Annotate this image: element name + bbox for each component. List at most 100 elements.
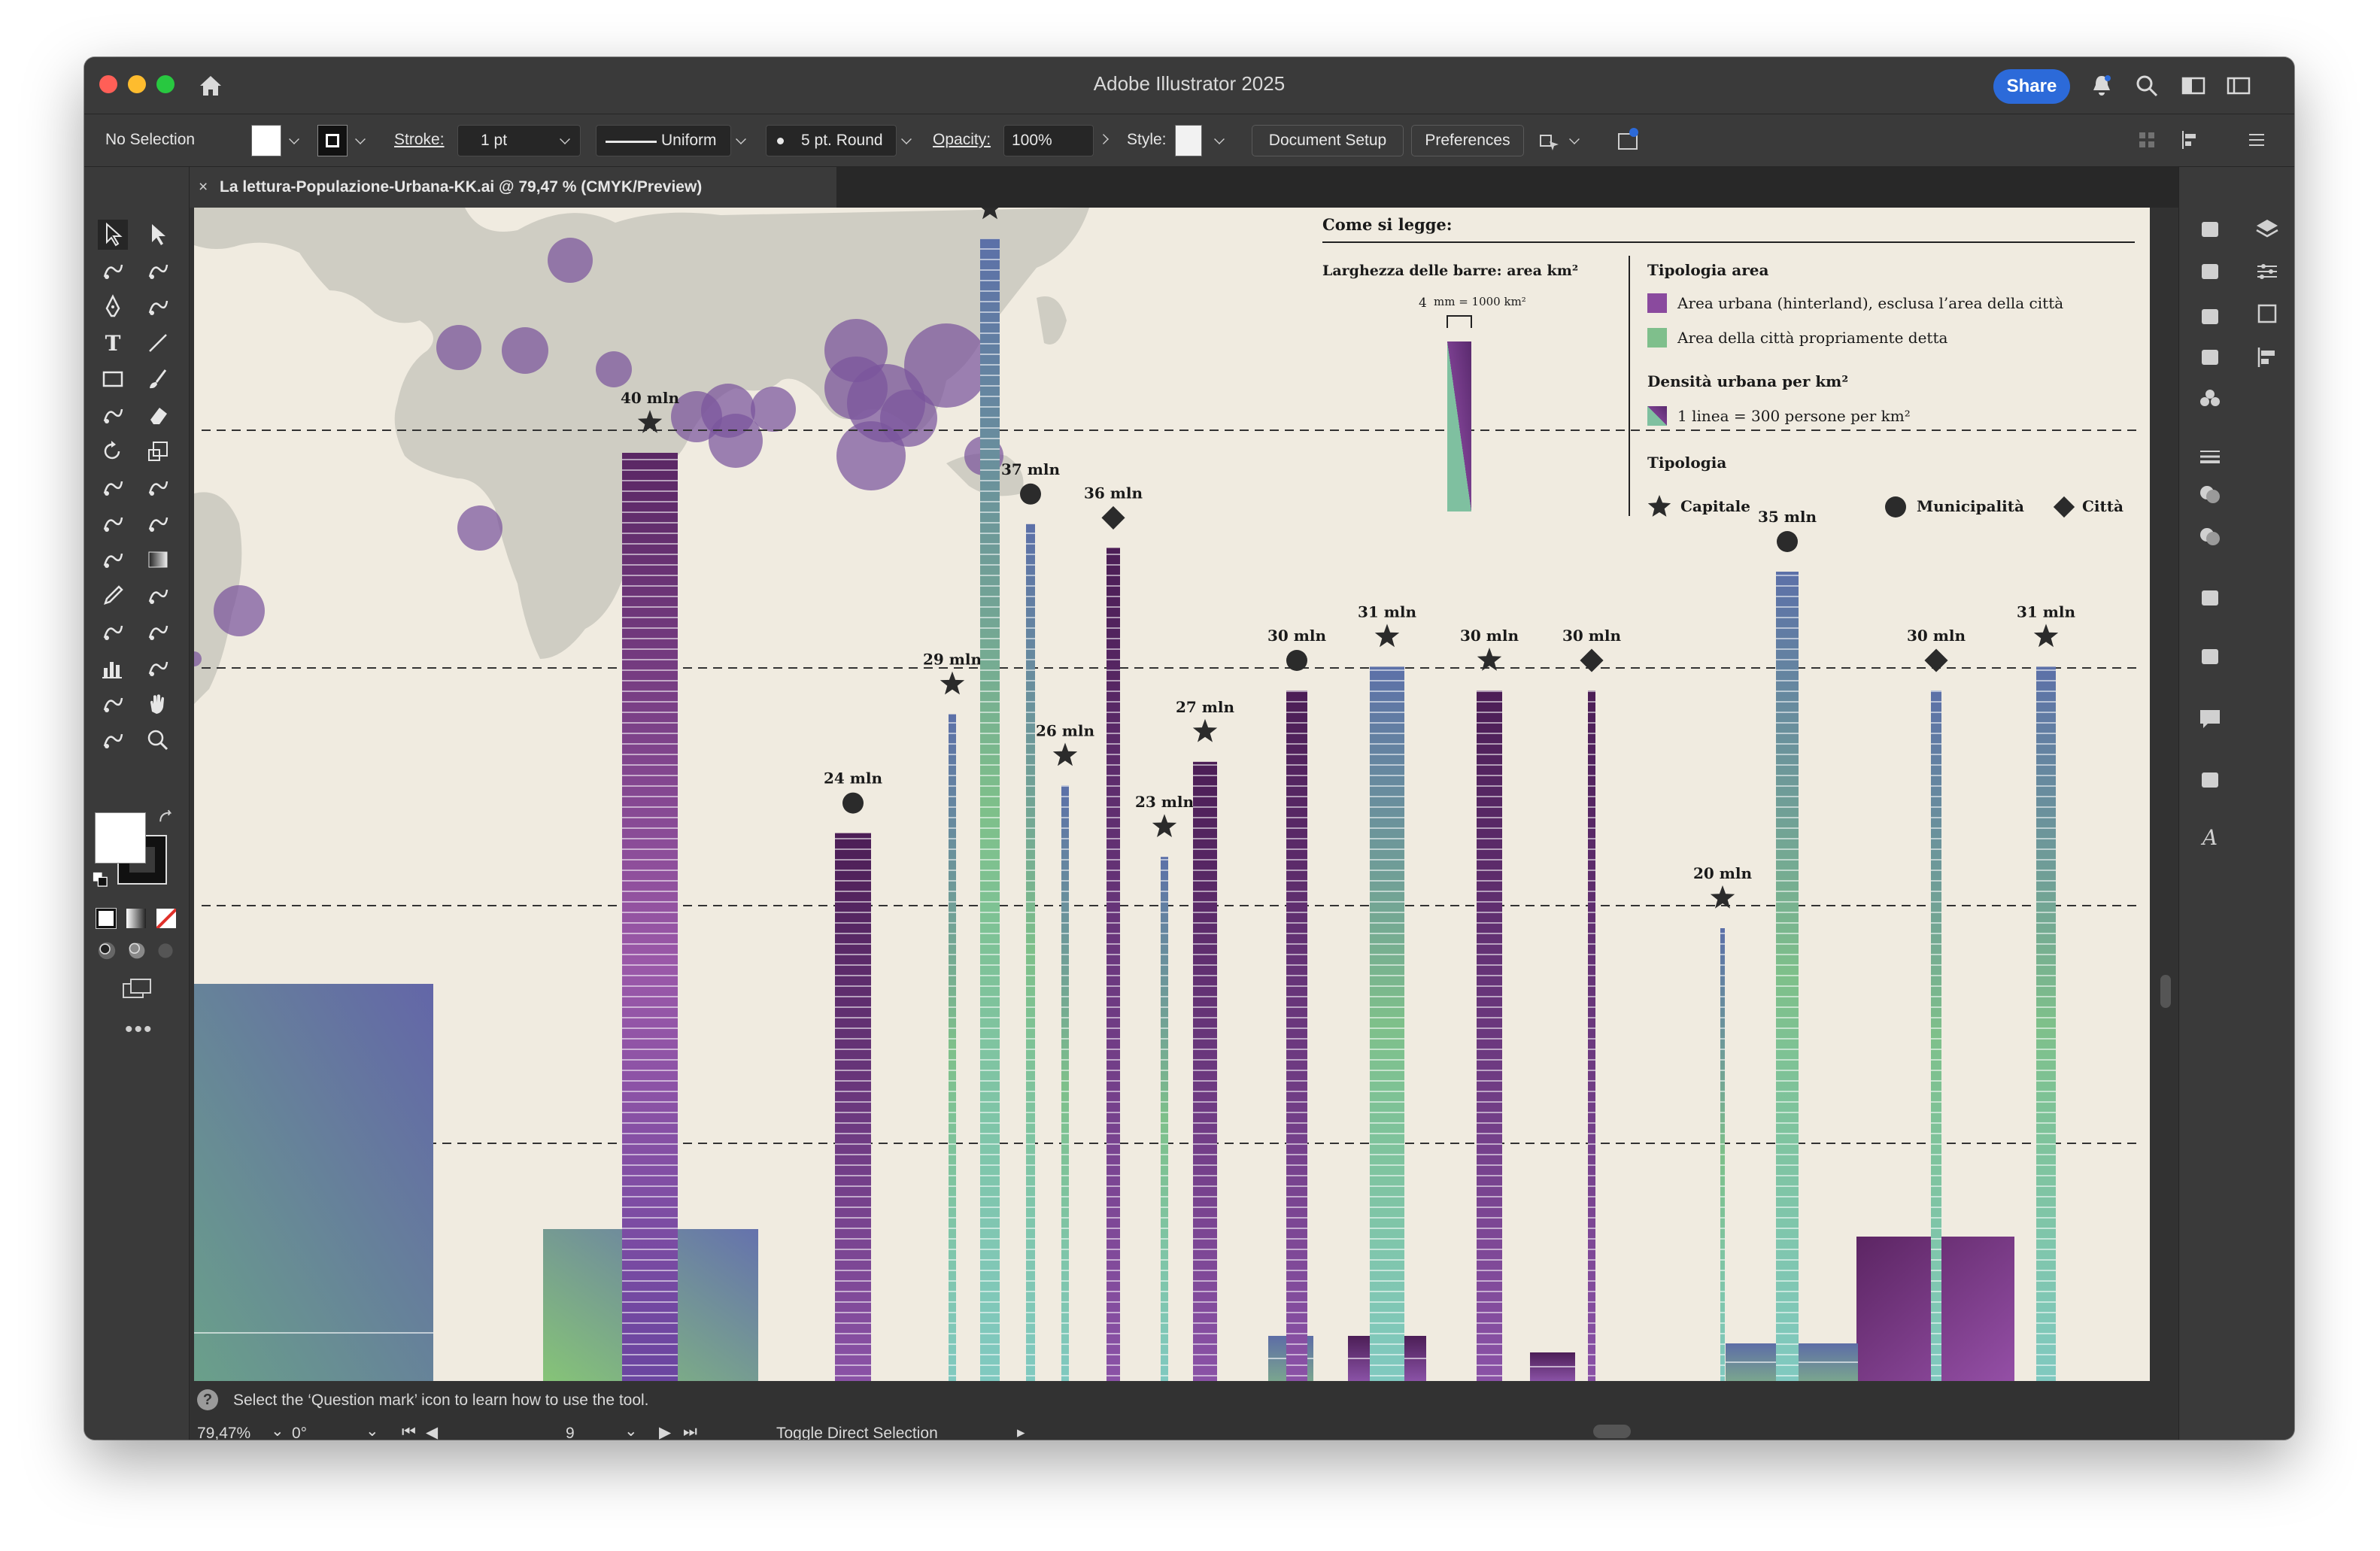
shape-builder-tool-icon[interactable] (98, 508, 128, 539)
chevron-down-icon[interactable] (901, 134, 912, 144)
home-icon[interactable] (196, 71, 226, 101)
zoom-tool-icon[interactable] (143, 725, 173, 755)
symbol-sprayer-tool-icon[interactable] (143, 617, 173, 647)
properties-panel-icon[interactable] (2251, 256, 2283, 287)
default-colors-icon[interactable] (90, 870, 110, 889)
variable-width-profile[interactable]: Uniform (596, 125, 731, 156)
free-transform-tool-icon[interactable] (143, 472, 173, 502)
scale-tool-icon[interactable] (143, 436, 173, 466)
arrange-documents-icon[interactable] (2225, 72, 2252, 99)
pen-tool-icon[interactable] (98, 292, 128, 322)
chevron-down-icon[interactable]: ⌄ (624, 1422, 638, 1440)
column-graph-tool-icon[interactable] (98, 653, 128, 683)
grid-icon[interactable] (2132, 125, 2162, 155)
gradient-panel-icon[interactable] (2194, 256, 2226, 287)
help-icon[interactable]: ? (197, 1389, 218, 1410)
character-panel-icon[interactable]: A (2194, 821, 2226, 853)
slice-tool-icon[interactable] (98, 689, 128, 719)
align-icon[interactable] (2175, 125, 2205, 155)
vertical-scrollbar[interactable] (2153, 208, 2178, 1381)
brushes-panel-icon[interactable] (2194, 582, 2226, 614)
curvature-tool-icon[interactable] (143, 292, 173, 322)
search-icon[interactable] (2133, 72, 2160, 99)
rotate-tool-icon[interactable] (98, 436, 128, 466)
transparency-panel-icon[interactable] (2194, 478, 2226, 510)
workspace-icon[interactable] (2180, 72, 2207, 99)
gradient-mode-button[interactable] (126, 909, 146, 928)
brush-definition[interactable]: 5 pt. Round (766, 125, 897, 156)
chevron-right-icon[interactable] (1098, 134, 1109, 144)
comments-panel-icon[interactable] (2194, 703, 2226, 734)
shaper-tool-icon[interactable] (98, 400, 128, 430)
opacity-label[interactable]: Opacity: (933, 131, 991, 148)
zoom-level-field[interactable]: 79,47% (197, 1425, 251, 1440)
line-segment-tool-icon[interactable] (143, 328, 173, 358)
draw-normal-icon[interactable] (95, 939, 119, 963)
measure-tool-icon[interactable] (143, 581, 173, 611)
document-tab[interactable]: × La lettura-Populazione-Urbana-KK.ai @ … (190, 167, 836, 208)
perspective-grid-tool-icon[interactable] (143, 508, 173, 539)
draw-inside-icon[interactable] (153, 939, 178, 963)
lasso-tool-icon[interactable] (143, 256, 173, 286)
minimize-window-button[interactable] (128, 75, 146, 93)
graphic-style-swatch[interactable] (1175, 125, 1202, 156)
status-menu-icon[interactable]: ▸ (1017, 1424, 1025, 1440)
direct-selection-tool-icon[interactable] (143, 220, 173, 250)
chevron-down-icon[interactable] (1569, 134, 1580, 144)
stroke-swatch[interactable] (317, 125, 348, 156)
magic-wand-tool-icon[interactable] (98, 256, 128, 286)
blend-tool-icon[interactable] (98, 617, 128, 647)
paintbrush-tool-icon[interactable] (143, 364, 173, 394)
type-tool-icon[interactable]: T (98, 328, 128, 358)
horizontal-scrollbar[interactable] (1047, 1425, 2145, 1438)
stroke-label[interactable]: Stroke: (394, 131, 445, 148)
menu-icon[interactable] (2242, 125, 2272, 155)
pathfinder-panel-icon[interactable] (2194, 641, 2226, 672)
opacity-field[interactable]: 100% (1003, 125, 1094, 156)
live-paint-tool-icon[interactable] (98, 725, 128, 755)
first-artboard-icon[interactable]: ⏮ (402, 1423, 416, 1440)
artboard-tool-icon[interactable] (143, 653, 173, 683)
align-panel-icon[interactable] (2251, 341, 2283, 373)
draw-behind-icon[interactable] (125, 939, 149, 963)
hand-tool-icon[interactable] (143, 689, 173, 719)
eraser-tool-icon[interactable] (143, 400, 173, 430)
scroll-thumb[interactable] (1593, 1425, 1631, 1438)
scroll-thumb[interactable] (2160, 975, 2171, 1008)
next-artboard-icon[interactable]: ▶ (659, 1424, 672, 1440)
mesh-tool-icon[interactable] (98, 545, 128, 575)
chevron-down-icon[interactable] (736, 134, 746, 144)
color-guide-icon[interactable] (2194, 214, 2226, 245)
rectangle-tool-icon[interactable] (98, 364, 128, 394)
chevron-down-icon[interactable] (1214, 134, 1225, 144)
document-setup-button[interactable]: Document Setup (1252, 125, 1404, 156)
chevron-down-icon[interactable] (355, 134, 366, 144)
warp-tool-icon[interactable] (98, 472, 128, 502)
preferences-button[interactable]: Preferences (1411, 125, 1524, 156)
zoom-window-button[interactable] (156, 75, 175, 93)
none-mode-button[interactable] (156, 909, 176, 928)
more-tools-icon[interactable]: ••• (125, 1017, 153, 1042)
recolor-icon[interactable] (1613, 125, 1643, 155)
screen-mode-icon[interactable] (120, 976, 153, 1003)
fill-color-box[interactable] (95, 812, 146, 864)
libraries-panel-icon[interactable] (2251, 298, 2283, 329)
puppet-warp-icon[interactable] (2194, 341, 2226, 373)
chevron-down-icon[interactable]: ⌄ (366, 1422, 379, 1440)
eyedropper-tool-icon[interactable] (98, 581, 128, 611)
symbols-icon[interactable] (2194, 384, 2226, 415)
appearance-panel-icon[interactable] (2194, 521, 2226, 552)
libraries-icon[interactable] (2194, 301, 2226, 332)
layers-panel-icon[interactable] (2251, 214, 2283, 245)
previous-artboard-icon[interactable]: ◀ (426, 1424, 439, 1440)
rotation-field[interactable]: 0° (292, 1425, 308, 1440)
bell-icon[interactable] (2088, 72, 2115, 99)
stroke-weight-field[interactable]: 1 pt (457, 125, 581, 156)
last-artboard-icon[interactable]: ⏭ (683, 1423, 697, 1440)
stroke-panel-icon[interactable] (2194, 441, 2226, 472)
share-button[interactable]: Share (1993, 69, 2070, 104)
arrange-icon[interactable] (1535, 126, 1565, 156)
tool-state-label[interactable]: Toggle Direct Selection (776, 1425, 938, 1440)
close-window-button[interactable] (99, 75, 117, 93)
selection-tool-icon[interactable] (98, 220, 128, 250)
